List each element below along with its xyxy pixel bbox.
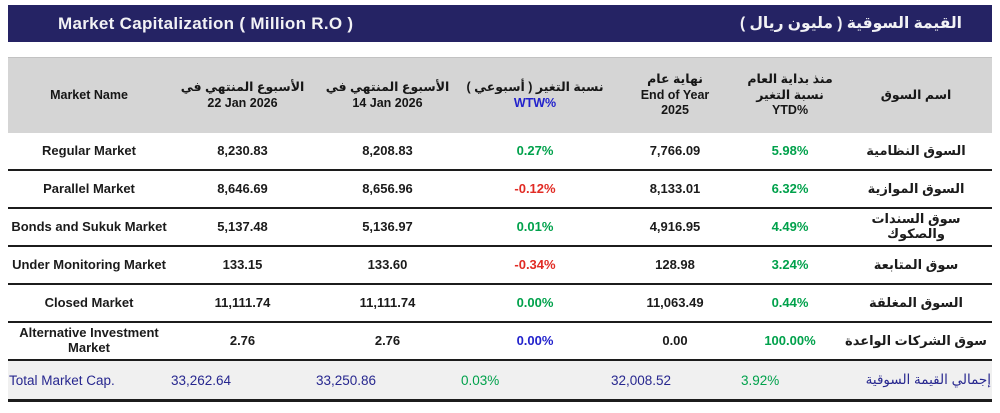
table-row: Bonds and Sukuk Market 5,137.48 5,136.97…	[8, 208, 992, 247]
table-row: Regular Market 8,230.83 8,208.83 0.27% 7…	[8, 133, 992, 171]
week-22jan-cell: 2.76	[170, 322, 315, 361]
week-22jan-cell: 8,230.83	[170, 133, 315, 171]
total-row: Total Market Cap. 33,262.64 33,250.86 0.…	[8, 360, 992, 402]
end-of-year-cell: 7,766.09	[610, 133, 740, 171]
ytd-cell: 100.00%	[740, 322, 840, 361]
end-of-year-cell: 128.98	[610, 246, 740, 285]
ytd-cell: 5.98%	[740, 133, 840, 171]
market-name-cell: Parallel Market	[8, 170, 170, 209]
market-name-arabic-cell: سوق المتابعة	[840, 246, 992, 285]
market-name-cell: Under Monitoring Market	[8, 246, 170, 285]
wtw-cell: -0.34%	[460, 246, 610, 285]
market-name-cell: Regular Market	[8, 133, 170, 171]
end-of-year-cell: 11,063.49	[610, 284, 740, 323]
ytd-cell: 4.49%	[740, 208, 840, 247]
wtw-cell: -0.12%	[460, 170, 610, 209]
total-week-14jan: 33,250.86	[315, 360, 460, 402]
market-name-arabic-cell: سوق الشركات الواعدة	[840, 322, 992, 361]
market-name-arabic-cell: السوق النظامية	[840, 133, 992, 171]
table-row: Under Monitoring Market 133.15 133.60 -0…	[8, 246, 992, 285]
wtw-cell: 0.00%	[460, 322, 610, 361]
week-22jan-cell: 8,646.69	[170, 170, 315, 209]
wtw-cell: 0.00%	[460, 284, 610, 323]
header-week-22jan: الأسبوع المنتهي في 22 Jan 2026	[170, 57, 315, 133]
market-name-cell: Bonds and Sukuk Market	[8, 208, 170, 247]
ytd-cell: 0.44%	[740, 284, 840, 323]
end-of-year-cell: 8,133.01	[610, 170, 740, 209]
week-14jan-cell: 8,208.83	[315, 133, 460, 171]
header-ytd: منذ بداية العام نسبة التغير YTD%	[740, 57, 840, 133]
table-row: Alternative Investment Market 2.76 2.76 …	[8, 322, 992, 361]
header-market-name-arabic: اسم السوق	[840, 57, 992, 133]
market-name-cell: Closed Market	[8, 284, 170, 323]
week-22jan-cell: 11,111.74	[170, 284, 315, 323]
wtw-percent-label: WTW%	[513, 95, 557, 110]
week-14jan-cell: 5,136.97	[315, 208, 460, 247]
ytd-cell: 6.32%	[740, 170, 840, 209]
week-14jan-cell: 8,656.96	[315, 170, 460, 209]
header-market-name: Market Name	[8, 57, 170, 133]
total-label-arabic: إجمالي القيمة السوقية	[840, 360, 992, 402]
table-row: Parallel Market 8,646.69 8,656.96 -0.12%…	[8, 170, 992, 209]
market-cap-table-wrap: Market Name الأسبوع المنتهي في 22 Jan 20…	[8, 57, 992, 402]
title-arabic: القيمة السوقية ( مليون ريال )	[740, 15, 962, 32]
week-22jan-cell: 133.15	[170, 246, 315, 285]
week-14jan-cell: 2.76	[315, 322, 460, 361]
total-wtw: 0.03%	[460, 360, 610, 402]
market-cap-table: Market Name الأسبوع المنتهي في 22 Jan 20…	[8, 57, 992, 402]
wtw-cell: 0.01%	[460, 208, 610, 247]
total-week-22jan: 33,262.64	[170, 360, 315, 402]
total-end-of-year: 32,008.52	[610, 360, 740, 402]
market-name-arabic-cell: سوق السندات والصكوك	[840, 208, 992, 247]
wtw-cell: 0.27%	[460, 133, 610, 171]
total-ytd: 3.92%	[740, 360, 840, 402]
end-of-year-cell: 0.00	[610, 322, 740, 361]
title-english: Market Capitalization ( Million R.O )	[58, 13, 354, 33]
total-label: Total Market Cap.	[8, 360, 170, 402]
header-wtw: نسبة التغير ( أسبوعي ) WTW%	[460, 57, 610, 133]
market-name-arabic-cell: السوق المغلقة	[840, 284, 992, 323]
end-of-year-cell: 4,916.95	[610, 208, 740, 247]
week-14jan-cell: 133.60	[315, 246, 460, 285]
table-row: Closed Market 11,111.74 11,111.74 0.00% …	[8, 284, 992, 323]
header-week-14jan: الأسبوع المنتهي في 14 Jan 2026	[315, 57, 460, 133]
market-name-cell: Alternative Investment Market	[8, 322, 170, 361]
title-bar: Market Capitalization ( Million R.O ) ال…	[8, 5, 992, 42]
ytd-cell: 3.24%	[740, 246, 840, 285]
market-name-arabic-cell: السوق الموازية	[840, 170, 992, 209]
ytd-percent-label: YTD%	[771, 103, 809, 118]
header-end-of-year: نهاية عام End of Year 2025	[610, 57, 740, 133]
header-row: Market Name الأسبوع المنتهي في 22 Jan 20…	[8, 57, 992, 133]
week-22jan-cell: 5,137.48	[170, 208, 315, 247]
week-14jan-cell: 11,111.74	[315, 284, 460, 323]
